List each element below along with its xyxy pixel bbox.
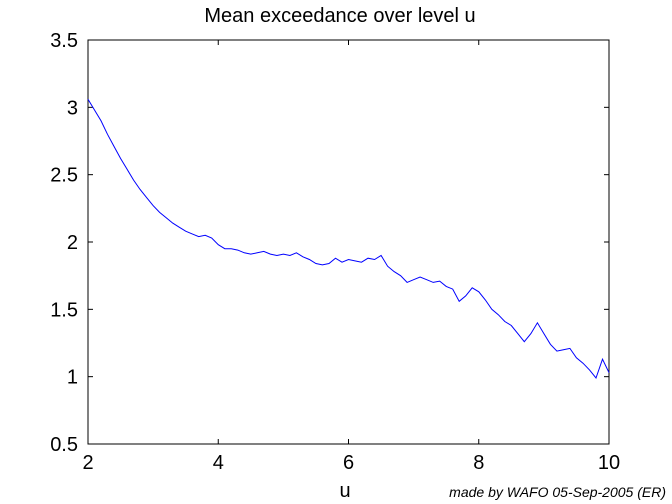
y-tick-label: 1.5 bbox=[50, 299, 78, 321]
y-tick-label: 1 bbox=[67, 367, 78, 389]
footer-note: made by WAFO 05-Sep-2005 (ER) bbox=[449, 484, 666, 500]
y-tick-label: 0.5 bbox=[50, 434, 78, 456]
y-tick-label: 2.5 bbox=[50, 165, 78, 187]
x-tick-label: 4 bbox=[213, 452, 224, 474]
y-tick-label: 2 bbox=[67, 232, 78, 254]
x-axis-label: u bbox=[339, 480, 350, 502]
x-tick-label: 2 bbox=[82, 452, 93, 474]
plot-area: 2 4 6 8 10 0.5 1 1.5 2 2.5 3 3.5 bbox=[50, 30, 620, 474]
series-line bbox=[87, 99, 610, 380]
chart-title: Mean exceedance over level u bbox=[204, 5, 475, 27]
y-axis: 0.5 1 1.5 2 2.5 3 3.5 bbox=[50, 30, 609, 456]
axes-box bbox=[87, 39, 610, 445]
x-tick-label: 10 bbox=[598, 452, 620, 474]
y-tick-label: 3 bbox=[67, 97, 78, 119]
x-axis: 2 4 6 8 10 bbox=[82, 40, 620, 474]
y-tick-label: 3.5 bbox=[50, 30, 78, 52]
x-tick-label: 6 bbox=[343, 452, 354, 474]
x-tick-label: 8 bbox=[473, 452, 484, 474]
